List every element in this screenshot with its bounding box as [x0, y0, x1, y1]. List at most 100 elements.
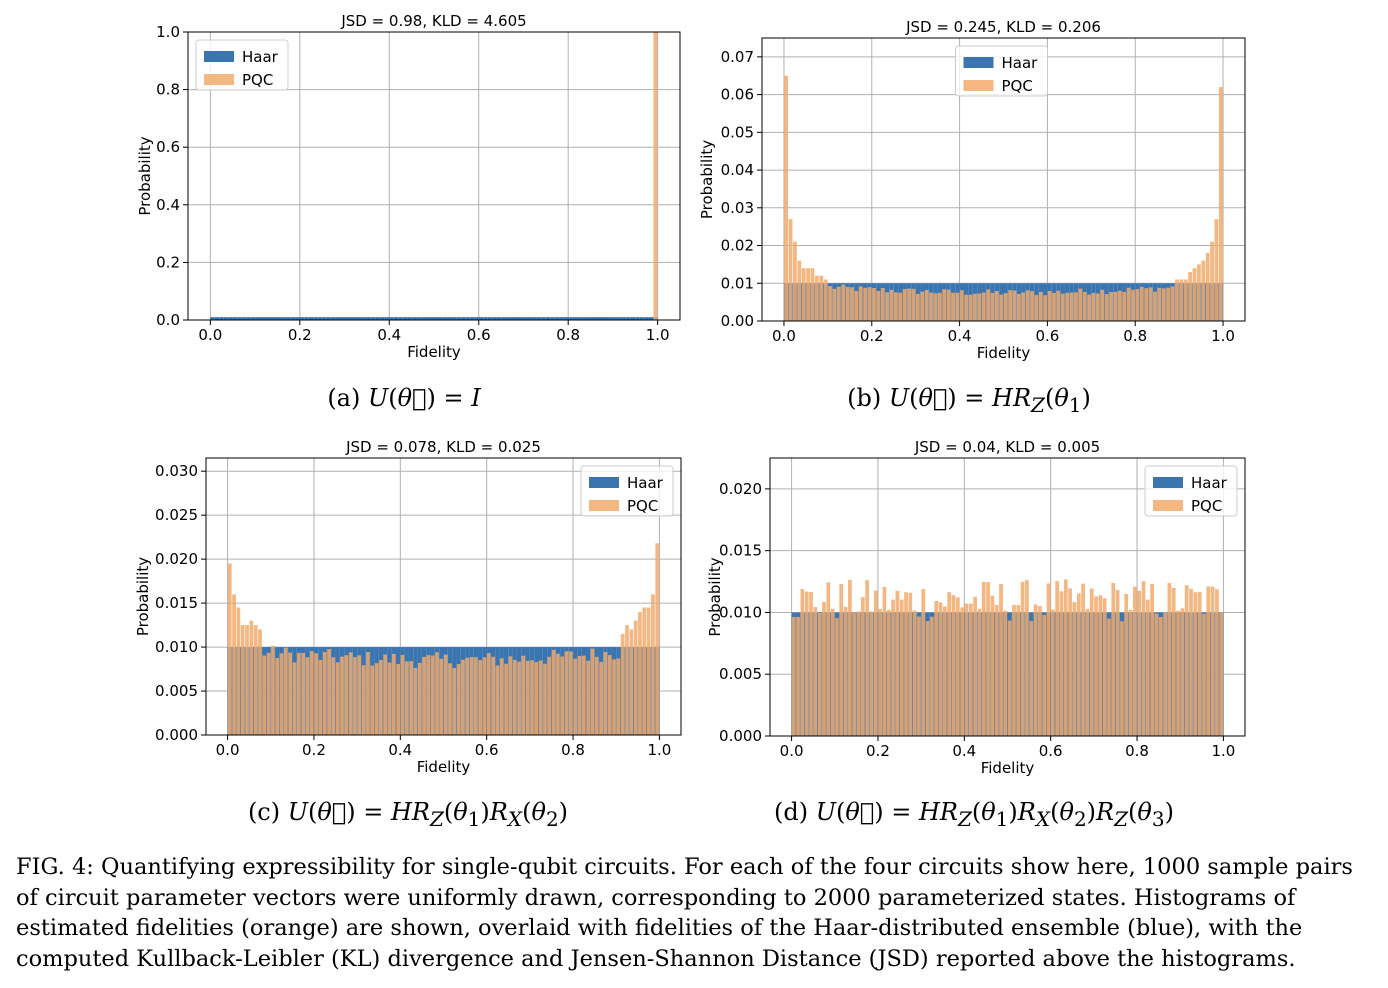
haar-bar [393, 317, 399, 320]
haar-bar [340, 317, 345, 320]
y-tick-label: 0.025 [155, 506, 198, 524]
pqc-bar [1098, 595, 1103, 736]
pqc-bar [886, 609, 891, 736]
pqc-bar [942, 289, 947, 321]
y-tick-label: 0.4 [156, 196, 180, 214]
y-tick-label: 0.2 [156, 253, 180, 271]
pqc-bar [249, 620, 254, 735]
chart-title: JSD = 0.078, KLD = 0.025 [345, 438, 541, 456]
haar-bar [505, 317, 511, 320]
pqc-bar [895, 590, 900, 736]
pqc-bar [1085, 609, 1090, 736]
y-tick-label: 0.8 [156, 81, 180, 99]
pqc-bar [995, 290, 999, 321]
haar-bar [299, 317, 305, 320]
pqc-bar [1202, 613, 1206, 736]
pqc-bar [1016, 293, 1021, 321]
pqc-bar [865, 580, 870, 736]
pqc-bar [1087, 294, 1092, 321]
haar-bar [349, 317, 354, 320]
haar-bar [272, 317, 278, 320]
pqc-bar [305, 657, 310, 735]
pqc-bar [599, 661, 603, 735]
chart-panel-4: 0.0 0.2 0.4 0.6 0.8 1.0 0.000 0.005 0.010 0.015 0.… [706, 438, 1246, 777]
haar-bar [425, 317, 430, 320]
pqc-bar [396, 663, 401, 735]
pqc-bar [947, 592, 952, 736]
haar-bar [237, 317, 242, 320]
x-tick-label: 0.6 [1039, 742, 1063, 760]
pqc-bar [353, 657, 357, 735]
haar-bar [518, 317, 524, 320]
pqc-bar [1170, 286, 1175, 321]
pqc-bar [797, 260, 802, 321]
pqc-bar [1122, 291, 1127, 321]
axes-frame [761, 37, 1246, 322]
pqc-bar [271, 645, 275, 735]
pqc-bar [955, 597, 960, 736]
pqc-bar [439, 658, 444, 735]
pqc-bar [266, 652, 271, 735]
pqc-bar [581, 655, 586, 735]
pqc-bar [1197, 591, 1202, 736]
pqc-bar [876, 290, 881, 321]
haar-bar [371, 317, 376, 320]
pqc-bar [1175, 279, 1179, 321]
pqc-bar [348, 652, 353, 735]
haar-bar [380, 317, 385, 320]
pqc-bar [577, 655, 582, 735]
pqc-bar [1046, 583, 1051, 736]
pqc-bar [1030, 291, 1034, 321]
pqc-bar [461, 659, 465, 735]
pqc-bar [1068, 588, 1072, 736]
haar-bar [568, 317, 573, 320]
chart-panel-3: 0.0 0.2 0.4 0.6 0.8 1.0 0.000 0.005 0.010 0.015 0.… [134, 438, 682, 776]
haar-bar [550, 317, 555, 320]
pqc-bar [826, 582, 831, 736]
pqc-bar [904, 592, 908, 736]
pqc-bar [1107, 618, 1111, 736]
pqc-bar [839, 584, 844, 736]
haar-bar [648, 317, 654, 320]
pqc-bar [569, 651, 573, 735]
haar-bar [644, 317, 649, 320]
pqc-bar [612, 659, 616, 735]
haar-bar [223, 317, 229, 320]
pqc-bar [951, 292, 955, 321]
x-axis-label: Fidelity [417, 758, 471, 776]
haar-bar [255, 317, 260, 320]
pqc-bar [977, 608, 982, 736]
pqc-bar [245, 625, 249, 735]
pqc-bar [899, 599, 904, 736]
pqc-bar [882, 586, 887, 736]
pqc-bar [366, 651, 370, 735]
pqc-bar [1193, 592, 1198, 736]
haar-bar [599, 317, 604, 320]
pqc-bar [1109, 292, 1113, 321]
pqc-bar [843, 606, 848, 736]
pqc-bar [872, 287, 876, 321]
haar-bar [451, 317, 457, 320]
pqc-bar [898, 292, 903, 321]
haar-bar [554, 317, 560, 320]
haar-legend-label: Haar [627, 474, 664, 492]
pqc-bar [1065, 292, 1070, 321]
pqc-bar [1025, 290, 1030, 321]
haar-bar [510, 317, 515, 320]
haar-bar [456, 317, 461, 320]
pqc-bar [925, 621, 930, 736]
pqc-bar [361, 665, 366, 735]
pqc-bar [964, 603, 969, 736]
pqc-bar [994, 604, 999, 736]
y-tick-label: 0.01 [721, 274, 754, 292]
x-tick-label: 1.0 [647, 741, 671, 759]
pqc-bar [858, 286, 863, 321]
pqc-bar [986, 582, 990, 736]
pqc-bar [848, 579, 852, 736]
haar-bar [362, 317, 367, 320]
pqc-bar [409, 661, 413, 735]
pqc-bar [327, 649, 331, 735]
haar-bar [626, 317, 631, 320]
pqc-bar [573, 658, 578, 735]
pqc-bar [491, 656, 496, 735]
